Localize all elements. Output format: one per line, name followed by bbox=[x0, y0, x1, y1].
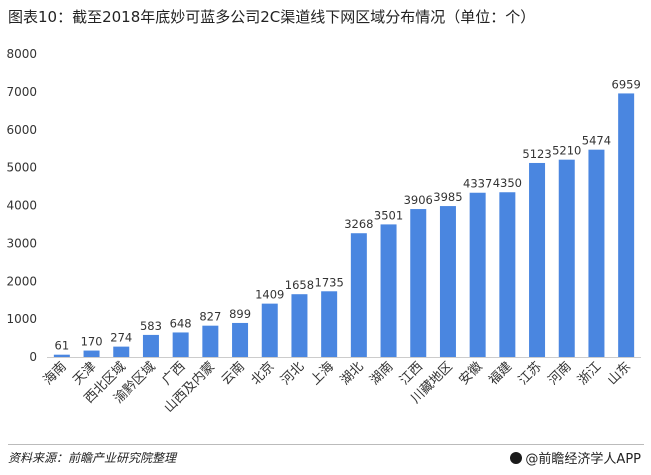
data-label: 4337 bbox=[463, 177, 492, 191]
x-tick-label: 江苏 bbox=[515, 359, 545, 389]
bar bbox=[261, 303, 278, 357]
data-label: 6959 bbox=[612, 77, 641, 91]
y-tick-label: 7000 bbox=[6, 85, 37, 99]
data-label: 648 bbox=[170, 316, 192, 330]
data-label: 583 bbox=[140, 319, 162, 333]
x-tick-label: 北京 bbox=[249, 359, 278, 388]
data-label: 1735 bbox=[315, 275, 344, 289]
y-tick-label: 8000 bbox=[6, 47, 37, 61]
brand-label: @前瞻经济学人APP bbox=[510, 448, 641, 467]
data-label: 3985 bbox=[433, 190, 462, 204]
x-tick-label: 海南 bbox=[40, 359, 70, 389]
bar bbox=[558, 159, 575, 357]
data-label: 1658 bbox=[285, 278, 314, 292]
bar bbox=[321, 291, 338, 357]
data-label: 3501 bbox=[374, 208, 403, 222]
data-label: 3268 bbox=[344, 217, 373, 231]
y-tick-label: 1000 bbox=[6, 312, 37, 326]
brand-logo-icon bbox=[510, 452, 523, 464]
bar bbox=[83, 350, 100, 357]
bar bbox=[172, 332, 189, 357]
bar bbox=[410, 209, 427, 357]
x-tick-label: 安徽 bbox=[456, 359, 485, 388]
data-label: 5474 bbox=[582, 134, 611, 148]
bar bbox=[232, 322, 249, 357]
x-tick-label: 湖北 bbox=[338, 359, 367, 388]
x-tick-label: 上海 bbox=[308, 359, 337, 388]
data-label: 3906 bbox=[404, 193, 433, 207]
data-label: 170 bbox=[81, 335, 103, 349]
bar bbox=[291, 294, 308, 357]
chart-title: 图表10：截至2018年底妙可蓝多公司2C渠道线下网区域分布情况（单位：个） bbox=[8, 8, 536, 26]
bar bbox=[113, 346, 130, 357]
y-tick-label: 5000 bbox=[6, 161, 37, 175]
x-tick-label: 湖南 bbox=[367, 359, 397, 389]
x-tick-label: 山东 bbox=[605, 359, 634, 388]
y-tick-label: 3000 bbox=[6, 236, 37, 250]
data-label: 5123 bbox=[522, 147, 551, 161]
x-tick-label: 云南 bbox=[218, 359, 248, 389]
bar bbox=[469, 192, 486, 357]
bar bbox=[499, 192, 516, 357]
bar bbox=[142, 334, 159, 357]
x-tick-label: 福建 bbox=[486, 359, 515, 388]
bar bbox=[529, 162, 546, 357]
data-label: 274 bbox=[110, 331, 132, 345]
bar bbox=[439, 206, 456, 357]
data-label: 5210 bbox=[552, 144, 581, 158]
source-note: 资料来源：前瞻产业研究院整理 bbox=[8, 451, 177, 465]
x-tick-label: 河南 bbox=[545, 359, 575, 389]
bar bbox=[53, 354, 70, 357]
bar bbox=[618, 93, 635, 358]
bar bbox=[380, 224, 397, 357]
y-tick-label: 2000 bbox=[6, 274, 37, 288]
data-label: 4350 bbox=[493, 176, 522, 190]
footer-divider bbox=[8, 444, 644, 445]
data-label: 1409 bbox=[255, 288, 284, 302]
bar bbox=[588, 149, 605, 357]
brand-text: @前瞻经济学人APP bbox=[525, 452, 641, 467]
y-tick-label: 6000 bbox=[6, 123, 37, 137]
bar bbox=[350, 233, 367, 357]
data-label: 899 bbox=[229, 307, 251, 321]
data-label: 61 bbox=[55, 339, 70, 353]
data-label: 827 bbox=[199, 310, 221, 324]
y-tick-label: 0 bbox=[29, 350, 37, 364]
bar-chart: 0 1000 2000 3000 4000 5000 6000 7000 8000 61 海南 170… bbox=[6, 47, 641, 416]
y-tick-label: 4000 bbox=[6, 199, 37, 213]
x-tick-label: 河北 bbox=[278, 359, 307, 388]
x-tick-label: 浙江 bbox=[575, 359, 604, 388]
bar bbox=[202, 325, 219, 357]
